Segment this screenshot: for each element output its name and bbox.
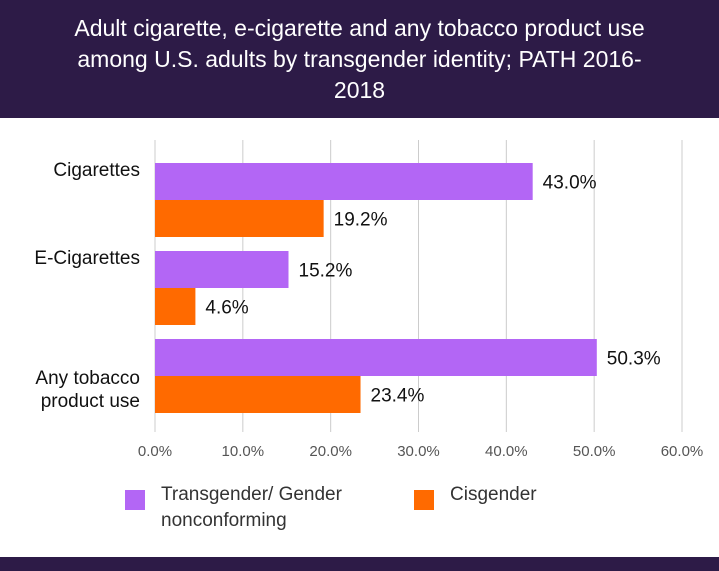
y-category-label: Cigarettes xyxy=(53,160,140,181)
chart-legend: Transgender/ Gender nonconforming Cisgen… xyxy=(0,478,719,538)
x-tick-label: 40.0% xyxy=(485,443,528,460)
x-tick-label: 30.0% xyxy=(397,443,440,460)
legend-label-cisgender: Cisgender xyxy=(450,484,537,505)
data-label: 19.2% xyxy=(334,210,388,231)
bar xyxy=(155,339,597,376)
data-label: 4.6% xyxy=(205,298,248,319)
x-tick-label: 50.0% xyxy=(573,443,616,460)
bar xyxy=(155,288,196,325)
bar xyxy=(155,163,533,200)
x-tick-label: 0.0% xyxy=(138,443,172,460)
x-tick-label: 10.0% xyxy=(222,443,265,460)
x-tick-label: 20.0% xyxy=(309,443,352,460)
data-label: 23.4% xyxy=(371,386,425,407)
legend-label-transgender-line1: Transgender/ Gender xyxy=(161,484,342,505)
bar xyxy=(155,376,361,413)
bar xyxy=(155,200,324,237)
bar xyxy=(155,251,289,288)
data-label: 43.0% xyxy=(543,173,597,194)
chart-header: Adult cigarette, e-cigarette and any tob… xyxy=(0,0,719,118)
chart-title: Adult cigarette, e-cigarette and any tob… xyxy=(74,14,645,103)
legend-swatch-transgender xyxy=(125,490,145,510)
data-label: 50.3% xyxy=(607,349,661,370)
bar-chart: 0.0% 10.0% 20.0% 30.0% 40.0% 50.0% 60.0% 43.0% 1… xyxy=(34,140,704,460)
x-tick-label: 60.0% xyxy=(661,443,704,460)
legend-item-cisgender: Cisgender xyxy=(414,482,537,510)
data-label: 15.2% xyxy=(299,261,353,282)
footer-bar xyxy=(0,557,719,571)
y-category-label: Any tobacco xyxy=(35,368,140,389)
y-category-label: product use xyxy=(41,391,140,412)
legend-item-transgender: Transgender/ Gender nonconforming xyxy=(125,482,342,534)
y-category-label: E-Cigarettes xyxy=(34,248,140,269)
legend-swatch-cisgender xyxy=(414,490,434,510)
legend-label-transgender-line2: nonconforming xyxy=(161,510,287,531)
